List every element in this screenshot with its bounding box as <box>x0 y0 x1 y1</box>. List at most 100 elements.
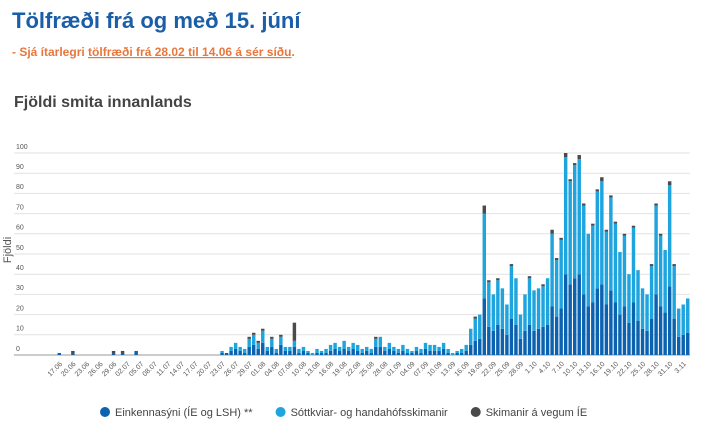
bar <box>405 348 410 353</box>
note-prefix: - Sjá ítarlegri <box>12 45 88 59</box>
bar <box>374 336 378 339</box>
bar <box>541 286 545 327</box>
bar <box>582 205 586 295</box>
bar <box>496 278 500 281</box>
bar <box>509 264 514 267</box>
bar <box>491 330 496 355</box>
bar <box>672 264 676 267</box>
bar <box>649 264 654 267</box>
bar <box>405 352 410 355</box>
bar <box>496 280 500 325</box>
bar <box>487 282 491 327</box>
bar <box>251 332 256 335</box>
bar <box>256 348 260 355</box>
bar <box>577 274 581 355</box>
bar <box>618 314 622 355</box>
bar <box>419 348 423 353</box>
bar <box>233 342 238 349</box>
bar <box>342 348 346 355</box>
bar <box>374 338 378 347</box>
note-suffix: . <box>291 45 294 59</box>
legend-label: Sóttkviar- og handahófsskimanir <box>291 407 448 419</box>
bar <box>279 336 283 345</box>
note: - Sjá ítarlegri tölfræði frá 28.02 til 1… <box>12 45 295 59</box>
bar <box>613 302 618 355</box>
bar <box>514 324 518 355</box>
bar <box>563 153 568 158</box>
bar <box>315 348 319 353</box>
bar <box>247 336 251 339</box>
bar <box>527 278 532 325</box>
bar <box>432 350 437 355</box>
bar <box>482 205 487 214</box>
bar <box>324 352 328 355</box>
bar <box>71 352 75 355</box>
y-tick-label: 0 <box>16 346 20 353</box>
bar <box>337 350 342 355</box>
bar <box>224 352 229 355</box>
bar <box>261 330 265 343</box>
bar <box>319 352 324 355</box>
bar <box>609 195 613 198</box>
bar <box>541 326 545 355</box>
bar <box>233 348 238 355</box>
bar <box>369 352 373 355</box>
bar <box>482 298 487 355</box>
bar <box>387 348 392 355</box>
bar <box>613 223 618 303</box>
bar <box>450 352 455 355</box>
bar <box>613 221 618 224</box>
bar <box>505 334 509 355</box>
bar <box>414 350 419 355</box>
bar <box>550 233 554 307</box>
bar <box>310 352 315 355</box>
bar <box>609 197 613 291</box>
bar <box>392 350 396 355</box>
bar <box>595 288 600 355</box>
bar <box>554 260 559 317</box>
bar <box>600 177 604 182</box>
legend-label: Einkennasýni (ÍE og LSH) ** <box>115 406 253 419</box>
bar <box>256 342 260 349</box>
bar <box>509 266 514 319</box>
bar <box>71 350 75 353</box>
bar <box>351 342 355 349</box>
x-tick-label: 31.10 <box>657 361 674 378</box>
bar <box>586 233 590 307</box>
bar <box>423 342 428 349</box>
x-tick-label: 1.10 <box>524 361 539 376</box>
y-tick-label: 100 <box>16 144 28 151</box>
bar <box>333 342 337 349</box>
bar <box>654 205 658 295</box>
bar <box>469 328 473 345</box>
bar <box>220 352 224 355</box>
bar <box>536 328 541 355</box>
bar <box>337 346 342 351</box>
bar <box>306 352 310 355</box>
bar <box>283 350 288 355</box>
bar <box>686 298 690 333</box>
bar <box>346 346 351 351</box>
y-tick-label: 70 <box>16 204 24 211</box>
y-tick-label: 20 <box>16 305 24 312</box>
bar <box>387 342 392 349</box>
note-link[interactable]: tölfræði frá 28.02 til 14.06 á sér síðu <box>88 45 291 59</box>
x-tick-label: 4.10 <box>538 361 553 376</box>
bar <box>261 328 265 331</box>
bar <box>301 350 306 355</box>
chart-title: Fjöldi smita innanlands <box>14 94 192 111</box>
bar <box>559 239 563 309</box>
bar <box>270 346 274 355</box>
y-tick-label: 80 <box>16 184 24 191</box>
bar <box>120 350 125 353</box>
bar <box>383 350 387 355</box>
bar <box>550 229 554 234</box>
bar <box>328 344 333 351</box>
bar <box>622 235 627 307</box>
bar <box>532 290 536 331</box>
bar <box>279 344 283 355</box>
bar <box>365 350 369 355</box>
bar <box>609 290 613 355</box>
